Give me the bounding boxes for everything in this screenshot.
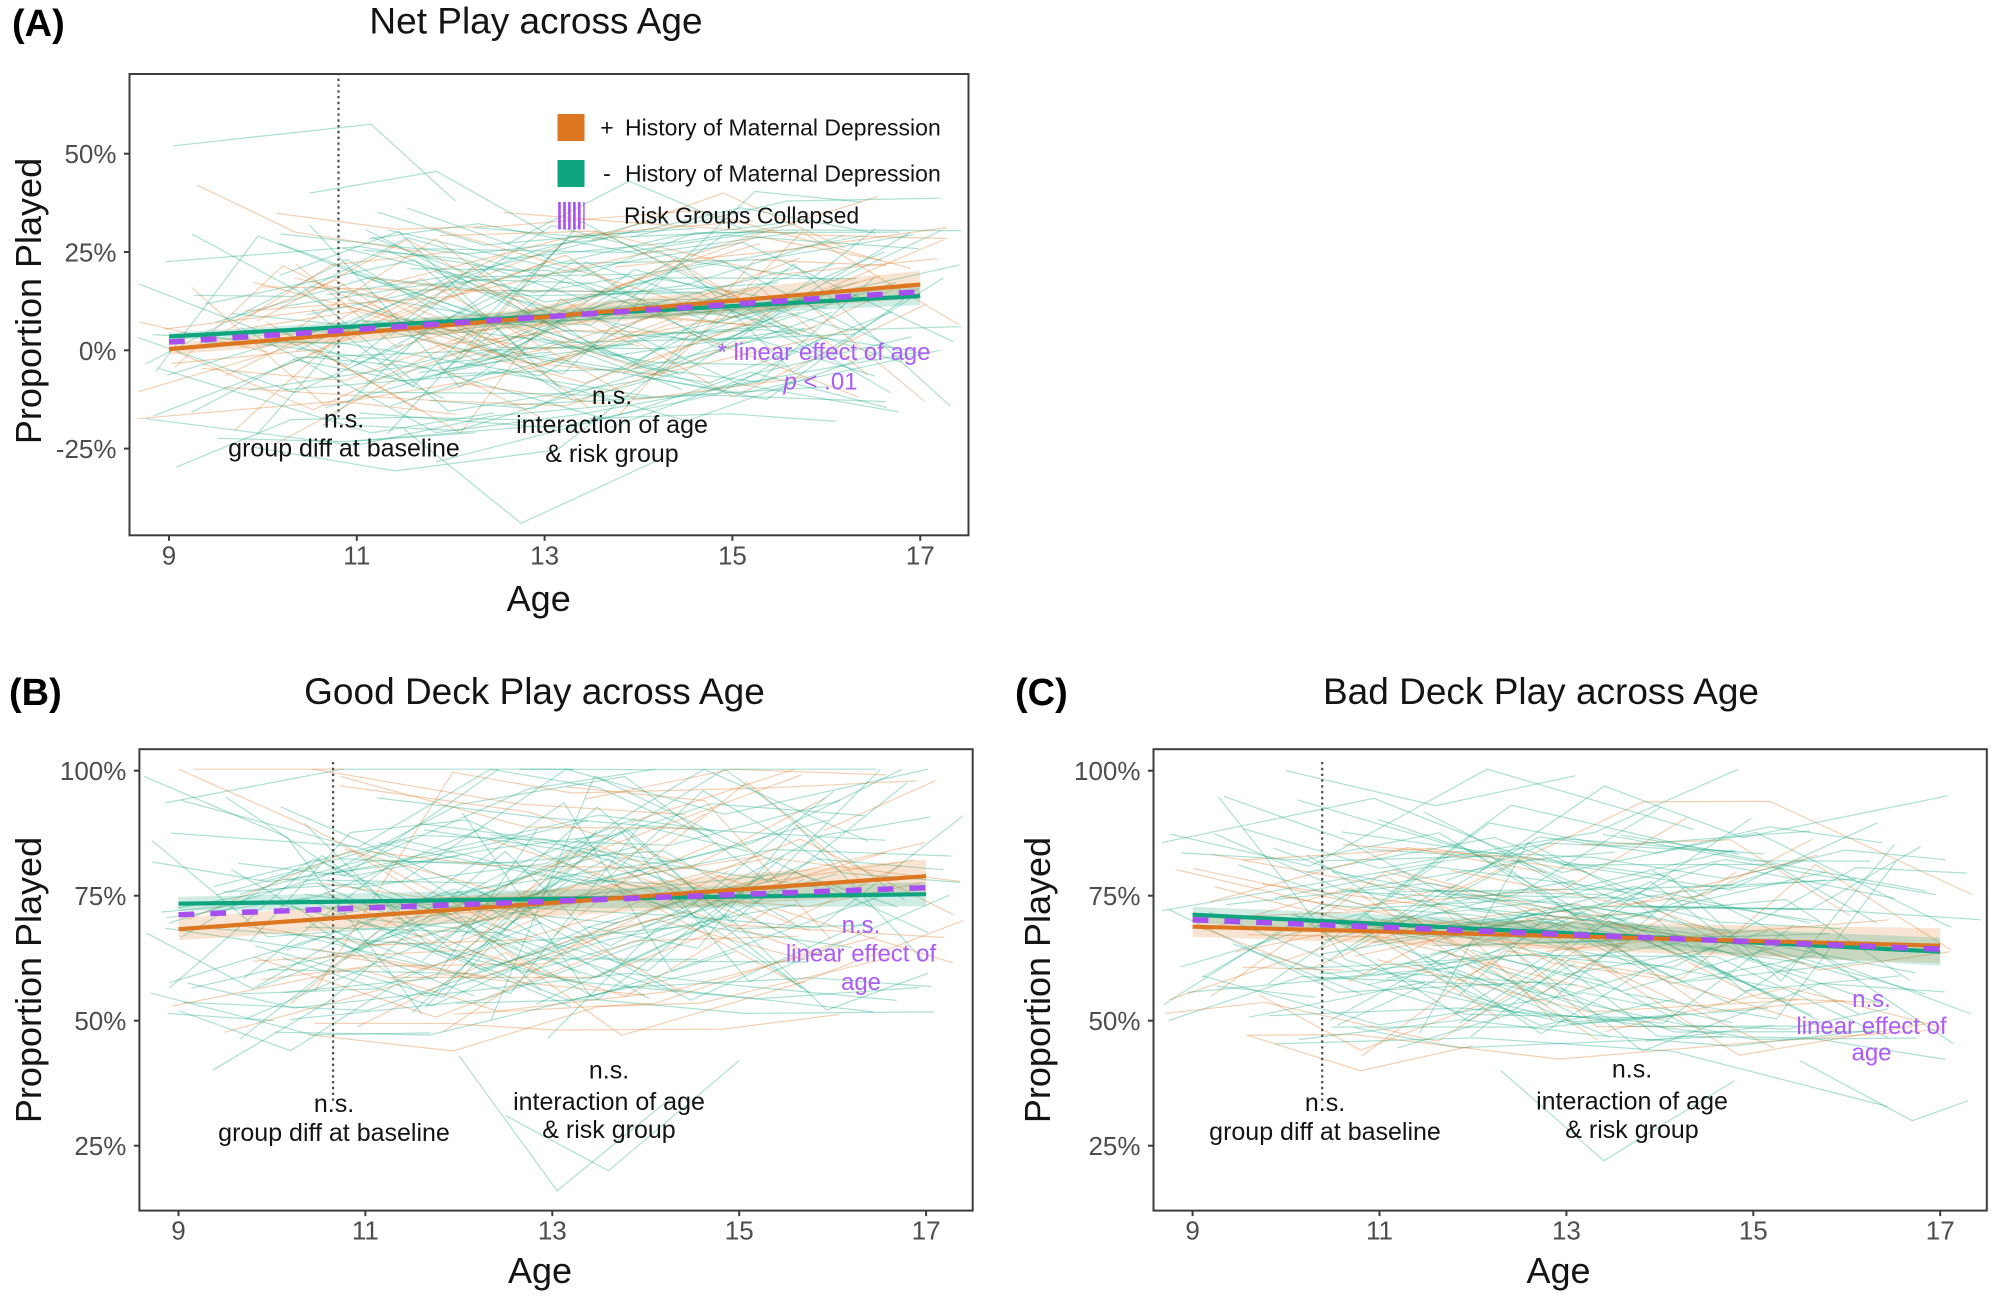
svg-text:n.s.: n.s. xyxy=(324,406,364,434)
svg-text:-: - xyxy=(603,161,611,187)
svg-text:group diff at baseline: group diff at baseline xyxy=(1209,1118,1441,1146)
svg-text:25%: 25% xyxy=(64,238,116,268)
svg-text:History of Maternal Depression: History of Maternal Depression xyxy=(625,115,941,141)
svg-text:(C): (C) xyxy=(1015,672,1068,714)
svg-text:Risk Groups Collapsed: Risk Groups Collapsed xyxy=(624,203,859,229)
svg-text:group diff at baseline: group diff at baseline xyxy=(228,435,460,463)
svg-text:11: 11 xyxy=(352,1216,379,1246)
svg-text:group diff at baseline: group diff at baseline xyxy=(218,1119,450,1147)
svg-text:Proportion Played: Proportion Played xyxy=(8,837,49,1123)
svg-text:17: 17 xyxy=(1926,1216,1955,1246)
svg-text:n.s.: n.s. xyxy=(1852,986,1891,1013)
svg-text:9: 9 xyxy=(171,1216,185,1246)
svg-text:Proportion Played: Proportion Played xyxy=(1017,837,1058,1123)
svg-text:75%: 75% xyxy=(1088,881,1140,911)
svg-text:50%: 50% xyxy=(64,139,116,169)
svg-text:-25%: -25% xyxy=(56,434,117,464)
svg-text:Good Deck Play across Age: Good Deck Play across Age xyxy=(304,671,765,712)
svg-text:Age: Age xyxy=(508,1250,572,1291)
svg-text:50%: 50% xyxy=(1088,1006,1140,1036)
svg-text:15: 15 xyxy=(725,1216,754,1246)
svg-text:interaction of age: interaction of age xyxy=(513,1088,705,1116)
svg-text:age: age xyxy=(1851,1040,1891,1067)
svg-text:n.s.: n.s. xyxy=(592,382,632,410)
svg-text:Bad Deck Play across Age: Bad Deck Play across Age xyxy=(1323,671,1759,712)
svg-text:n.s.: n.s. xyxy=(842,912,881,939)
svg-text:13: 13 xyxy=(530,540,559,570)
svg-text:& risk group: & risk group xyxy=(542,1116,675,1144)
svg-text:linear effect of: linear effect of xyxy=(1796,1013,1947,1040)
svg-text:interaction of age: interaction of age xyxy=(516,411,708,439)
svg-text:13: 13 xyxy=(1552,1216,1581,1246)
svg-text:n.s.: n.s. xyxy=(1305,1089,1345,1117)
svg-text:(A): (A) xyxy=(12,3,65,45)
svg-text:17: 17 xyxy=(906,540,935,570)
svg-text:75%: 75% xyxy=(74,881,126,911)
svg-text:Net Play across Age: Net Play across Age xyxy=(369,1,702,42)
svg-text:History of Maternal Depression: History of Maternal Depression xyxy=(625,161,941,187)
svg-text:& risk group: & risk group xyxy=(545,440,678,468)
svg-text:0%: 0% xyxy=(79,336,117,366)
svg-text:13: 13 xyxy=(538,1216,567,1246)
svg-text:11: 11 xyxy=(343,540,370,570)
svg-text:15: 15 xyxy=(1739,1216,1768,1246)
svg-text:interaction of age: interaction of age xyxy=(1536,1088,1728,1116)
svg-text:Age: Age xyxy=(507,578,571,619)
svg-text:15: 15 xyxy=(718,540,747,570)
svg-text:100%: 100% xyxy=(1074,756,1141,786)
svg-text:n.s.: n.s. xyxy=(589,1057,629,1085)
svg-text:+: + xyxy=(600,115,613,141)
svg-text:9: 9 xyxy=(162,540,176,570)
svg-text:9: 9 xyxy=(1185,1216,1199,1246)
svg-text:17: 17 xyxy=(912,1216,941,1246)
svg-text:n.s.: n.s. xyxy=(314,1090,354,1118)
svg-text:50%: 50% xyxy=(74,1006,126,1036)
svg-text:linear effect of: linear effect of xyxy=(786,941,937,968)
svg-text:n.s.: n.s. xyxy=(1612,1056,1652,1084)
svg-text:11: 11 xyxy=(1366,1216,1393,1246)
svg-text:25%: 25% xyxy=(1088,1131,1140,1161)
svg-text:100%: 100% xyxy=(60,756,127,786)
svg-text:Proportion Played: Proportion Played xyxy=(8,158,49,444)
svg-text:* linear effect of age: * linear effect of age xyxy=(717,339,930,366)
svg-text:p < .01: p < .01 xyxy=(782,369,857,396)
svg-text:& risk group: & risk group xyxy=(1565,1116,1698,1144)
svg-text:Age: Age xyxy=(1526,1250,1590,1291)
svg-text:(B): (B) xyxy=(9,672,62,714)
svg-text:25%: 25% xyxy=(74,1131,126,1161)
svg-text:age: age xyxy=(841,969,881,996)
